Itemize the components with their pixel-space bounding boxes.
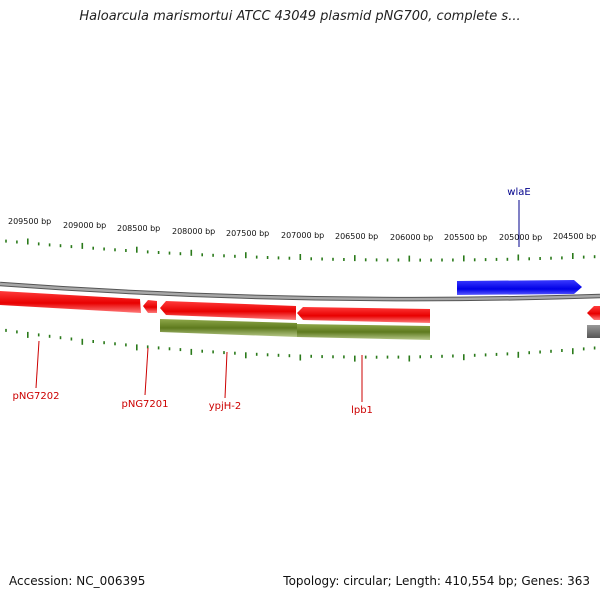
feature-edge-gray[interactable] [587,325,600,338]
scale-label: 206000 bp [390,233,433,242]
gene-leaders [35,340,363,402]
map-title: Haloarcula marismortui ATCC 43049 plasmi… [79,9,521,24]
scale-label: 205000 bp [499,233,542,242]
gene-pNG7201[interactable] [143,300,157,313]
feature-lpb1[interactable] [297,324,430,340]
scale-label: 208500 bp [117,224,160,233]
feature-ypjH-2[interactable] [160,319,297,337]
gene-label-pNG7202[interactable]: pNG7202 [12,391,59,402]
scale-labels: 209500 bp 209000 bp 208500 bp 208000 bp … [8,217,596,242]
backbone-line [0,282,600,301]
gene-label-wlaE[interactable]: wlaE [507,187,530,198]
pNG7201-leader [144,347,149,396]
gene-label-ypjH-2[interactable]: ypjH-2 [209,401,242,412]
scale-label: 205500 bp [444,233,487,242]
gene-label-lpb1[interactable]: lpb1 [351,405,373,416]
scale-label: 207000 bp [281,231,324,240]
gene-wlaE[interactable] [457,280,582,295]
scale-label: 204500 bp [553,232,596,241]
ypjH-2-leader [224,351,228,399]
gene-label-pNG7201[interactable]: pNG7201 [121,399,168,410]
gene-edge-reverse[interactable] [587,306,600,320]
scale-label: 206500 bp [335,232,378,241]
gene-pNG7202[interactable] [0,291,141,313]
gene-ypjH-2-upstream[interactable] [160,301,296,320]
scale-label: 208000 bp [172,227,215,236]
scale-label: 209500 bp [8,217,51,226]
inner-tick-ring [5,328,596,362]
accession-text: Accession: NC_006395 [9,574,146,588]
scale-label: 209000 bp [63,221,106,230]
pNG7202-leader [35,340,40,389]
scale-label: 207500 bp [226,229,269,238]
topology-summary: Topology: circular; Length: 410,554 bp; … [283,574,590,588]
outer-tick-ring [5,238,596,262]
gene-lpb1[interactable] [297,307,430,323]
